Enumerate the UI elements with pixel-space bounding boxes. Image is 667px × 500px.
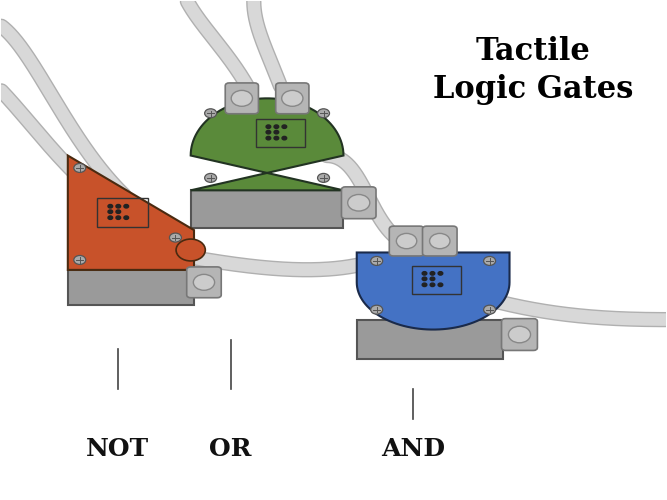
Circle shape bbox=[422, 272, 427, 275]
Circle shape bbox=[317, 174, 329, 182]
Circle shape bbox=[205, 109, 217, 118]
Circle shape bbox=[116, 210, 121, 214]
Circle shape bbox=[317, 109, 329, 118]
Circle shape bbox=[508, 326, 530, 343]
Circle shape bbox=[231, 90, 253, 106]
Circle shape bbox=[274, 125, 279, 128]
Circle shape bbox=[74, 256, 86, 264]
Circle shape bbox=[74, 164, 86, 172]
Circle shape bbox=[274, 130, 279, 134]
Circle shape bbox=[176, 239, 205, 261]
Circle shape bbox=[116, 216, 121, 220]
Text: AND: AND bbox=[382, 437, 445, 461]
Circle shape bbox=[266, 136, 271, 140]
Text: Tactile
Logic Gates: Tactile Logic Gates bbox=[433, 36, 633, 106]
Circle shape bbox=[124, 204, 129, 208]
Circle shape bbox=[430, 283, 435, 286]
Circle shape bbox=[108, 216, 113, 220]
Circle shape bbox=[484, 256, 496, 266]
Circle shape bbox=[193, 274, 215, 290]
FancyBboxPatch shape bbox=[502, 318, 538, 350]
Circle shape bbox=[484, 305, 496, 314]
FancyBboxPatch shape bbox=[225, 83, 258, 114]
FancyBboxPatch shape bbox=[275, 83, 309, 114]
Circle shape bbox=[422, 283, 427, 286]
Polygon shape bbox=[357, 320, 503, 360]
Circle shape bbox=[282, 125, 287, 128]
Circle shape bbox=[438, 272, 443, 275]
Circle shape bbox=[205, 174, 217, 182]
Polygon shape bbox=[357, 252, 510, 330]
Circle shape bbox=[438, 283, 443, 286]
Circle shape bbox=[266, 130, 271, 134]
Polygon shape bbox=[191, 190, 344, 228]
Circle shape bbox=[430, 234, 450, 248]
Circle shape bbox=[282, 136, 287, 140]
Text: NOT: NOT bbox=[86, 437, 149, 461]
Circle shape bbox=[281, 90, 303, 106]
Circle shape bbox=[348, 194, 370, 211]
Circle shape bbox=[116, 204, 121, 208]
Polygon shape bbox=[68, 156, 194, 270]
Circle shape bbox=[274, 136, 279, 140]
Circle shape bbox=[169, 233, 181, 242]
Polygon shape bbox=[68, 270, 194, 304]
Circle shape bbox=[124, 216, 129, 220]
Circle shape bbox=[430, 272, 435, 275]
FancyBboxPatch shape bbox=[422, 226, 457, 256]
Circle shape bbox=[108, 204, 113, 208]
Circle shape bbox=[422, 277, 427, 280]
Circle shape bbox=[266, 125, 271, 128]
FancyBboxPatch shape bbox=[342, 187, 376, 218]
Circle shape bbox=[396, 234, 417, 248]
Polygon shape bbox=[191, 98, 344, 190]
FancyBboxPatch shape bbox=[187, 267, 221, 298]
Text: OR: OR bbox=[209, 437, 252, 461]
FancyBboxPatch shape bbox=[390, 226, 424, 256]
Circle shape bbox=[371, 305, 383, 314]
Circle shape bbox=[371, 256, 383, 266]
Circle shape bbox=[108, 210, 113, 214]
Circle shape bbox=[430, 277, 435, 280]
